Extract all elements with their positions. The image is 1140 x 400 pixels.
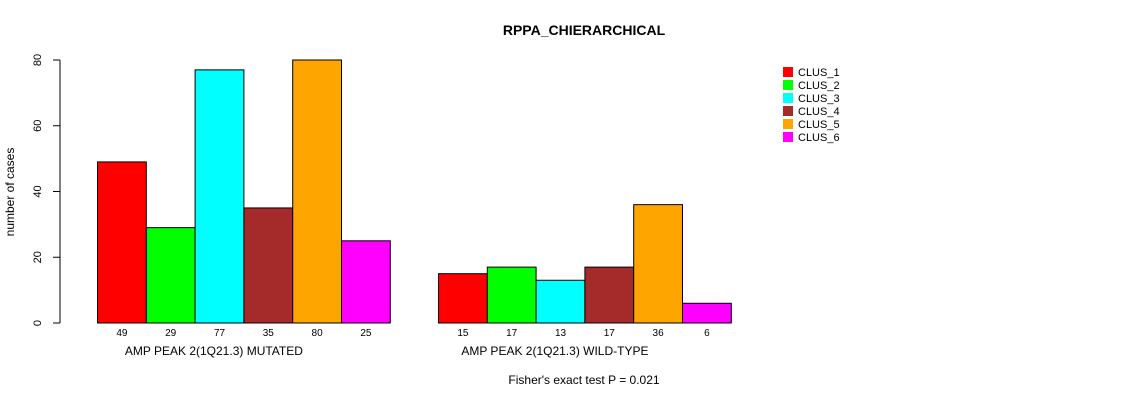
y-axis-label: number of cases: [3, 148, 17, 237]
fisher-test-note: Fisher's exact test P = 0.021: [508, 373, 659, 387]
bars: [97, 59, 732, 324]
bar-value-label: 13: [555, 328, 567, 339]
y-tick-label: 60: [32, 120, 44, 132]
legend-swatch-clus-2: [783, 80, 793, 90]
bar-value-label: 49: [116, 328, 128, 339]
y-tick-label: 40: [32, 185, 44, 197]
bar-value-label: 17: [604, 328, 616, 339]
bar-clus-3-group-2: [535, 279, 586, 324]
bar-value-label: 77: [214, 328, 226, 339]
legend-label-clus-6: CLUS_6: [798, 132, 840, 144]
chart-title: RPPA_CHIERARCHICAL: [503, 22, 666, 38]
y-tick-label: 80: [32, 54, 44, 66]
legend-label-clus-5: CLUS_5: [798, 119, 840, 131]
bar-value-label: 36: [653, 328, 665, 339]
bar-clus-4-group-1: [243, 207, 294, 324]
y-axis: 0 20 40 60 80: [32, 54, 61, 326]
bar-clus-6-group-1: [341, 240, 391, 324]
legend-swatch-clus-4: [783, 106, 793, 116]
bar-clus-2-group-2: [486, 266, 537, 324]
y-tick-label: 0: [32, 320, 44, 326]
group-label-1: AMP PEAK 2(1Q21.3) MUTATED: [125, 344, 303, 358]
bar-clus-1-group-2: [438, 273, 488, 324]
bar-value-label: 6: [704, 328, 710, 339]
bar-labels: 49 29 77 35 80 25 15 17 13 17 36 6: [116, 328, 710, 339]
legend-label-clus-1: CLUS_1: [798, 67, 840, 79]
y-tick-label: 20: [32, 251, 44, 263]
group-labels: AMP PEAK 2(1Q21.3) MUTATED AMP PEAK 2(1Q2…: [125, 344, 649, 358]
bar-clus-5-group-2: [633, 204, 684, 324]
legend-label-clus-3: CLUS_3: [798, 93, 840, 105]
legend-swatch-clus-6: [783, 132, 793, 142]
bar-value-label: 15: [457, 328, 469, 339]
group-label-2: AMP PEAK 2(1Q21.3) WILD-TYPE: [461, 344, 648, 358]
bar-value-label: 35: [263, 328, 275, 339]
legend-swatch-clus-5: [783, 119, 793, 129]
bar-value-label: 17: [506, 328, 518, 339]
legend-label-clus-4: CLUS_4: [798, 106, 840, 118]
bar-value-label: 25: [360, 328, 372, 339]
legend-swatch-clus-3: [783, 93, 793, 103]
legend-label-clus-2: CLUS_2: [798, 80, 840, 92]
bar-clus-1-group-1: [97, 161, 147, 324]
bar-clus-6-group-2: [682, 302, 732, 324]
legend-swatch-clus-1: [783, 67, 793, 77]
bar-value-label: 29: [165, 328, 177, 339]
bar-clus-2-group-1: [145, 227, 196, 324]
bar-clus-3-group-1: [194, 69, 245, 324]
bar-value-label: 80: [312, 328, 324, 339]
bar-clus-5-group-1: [292, 59, 343, 324]
bar-clus-4-group-2: [584, 266, 635, 324]
